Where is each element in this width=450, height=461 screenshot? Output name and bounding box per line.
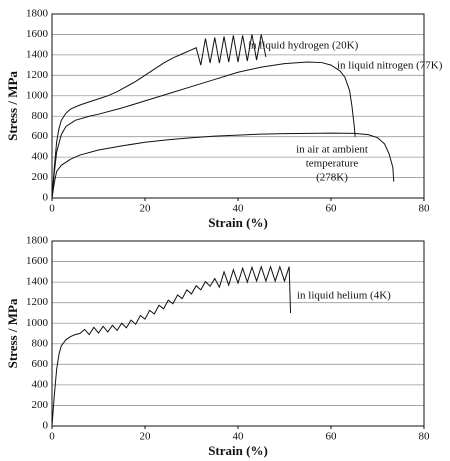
series-label: (278K) bbox=[316, 172, 348, 184]
x-tick-label: 40 bbox=[233, 203, 245, 215]
series-label: in liquid hydrogen (20K) bbox=[248, 40, 359, 52]
data-line bbox=[51, 34, 267, 199]
y-tick-label: 0 bbox=[43, 420, 49, 432]
series-label: in liquid nitrogen (77K) bbox=[337, 60, 443, 72]
y-tick-label: 400 bbox=[32, 378, 49, 390]
data-line bbox=[51, 61, 356, 199]
y-tick-label: 200 bbox=[32, 399, 49, 411]
x-tick-label: 80 bbox=[419, 203, 431, 215]
x-axis-title: Strain (%) bbox=[208, 443, 268, 458]
y-tick-label: 0 bbox=[43, 192, 49, 204]
y-tick-label: 1200 bbox=[26, 296, 49, 308]
y-axis-title: Stress / MPa bbox=[5, 71, 20, 141]
y-tick-label: 600 bbox=[32, 130, 49, 142]
x-tick-label: 0 bbox=[49, 203, 55, 215]
x-tick-label: 80 bbox=[419, 431, 431, 443]
y-tick-label: 800 bbox=[32, 110, 49, 122]
x-tick-label: 20 bbox=[140, 203, 152, 215]
plot-frame bbox=[51, 13, 425, 199]
x-tick-label: 0 bbox=[49, 431, 55, 443]
y-tick-label: 1200 bbox=[26, 69, 49, 81]
y-tick-label: 400 bbox=[32, 151, 49, 163]
y-axis-title: Stress / MPa bbox=[5, 298, 20, 368]
x-tick-label: 40 bbox=[233, 431, 245, 443]
data-line bbox=[51, 265, 292, 427]
y-tick-label: 200 bbox=[32, 171, 49, 183]
y-tick-label: 1000 bbox=[26, 89, 49, 101]
data-line bbox=[51, 132, 395, 199]
y-tick-label: 1400 bbox=[26, 48, 49, 60]
series-label: in liquid helium (4K) bbox=[297, 290, 391, 302]
y-tick-label: 800 bbox=[32, 337, 49, 349]
y-tick-label: 1600 bbox=[26, 255, 49, 267]
x-axis-title: Strain (%) bbox=[208, 215, 268, 230]
series-label: temperature bbox=[306, 158, 359, 170]
y-tick-label: 1400 bbox=[26, 276, 49, 288]
x-tick-label: 20 bbox=[140, 431, 152, 443]
y-tick-label: 1800 bbox=[26, 235, 49, 247]
y-tick-label: 600 bbox=[32, 358, 49, 370]
y-tick-label: 1800 bbox=[26, 8, 49, 20]
plot-frame bbox=[51, 240, 425, 427]
x-tick-label: 60 bbox=[326, 203, 338, 215]
y-tick-label: 1000 bbox=[26, 317, 49, 329]
x-tick-label: 60 bbox=[326, 431, 338, 443]
series-label: in air at ambient bbox=[296, 144, 368, 156]
y-tick-label: 1600 bbox=[26, 28, 49, 40]
